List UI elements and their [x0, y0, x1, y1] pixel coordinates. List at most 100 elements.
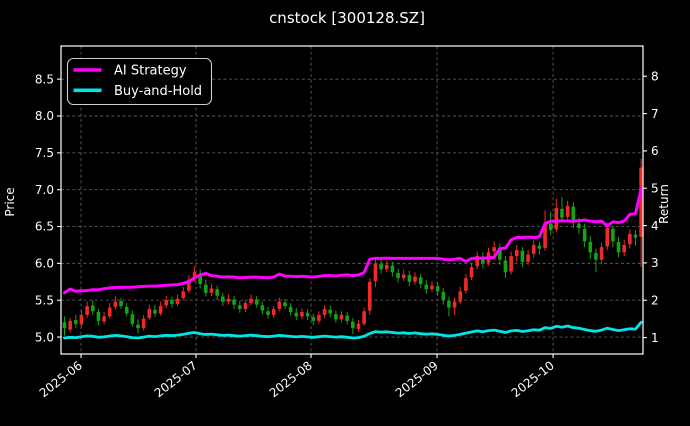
candle-body	[130, 314, 135, 324]
candle-body	[424, 284, 429, 290]
candle-body	[90, 305, 95, 312]
left-tick-label: 7.0	[35, 183, 54, 197]
legend-label-buy-and-hold: Buy-and-Hold	[114, 84, 202, 99]
candle-body	[475, 256, 479, 267]
candle-body	[96, 312, 101, 321]
candle-body	[322, 309, 327, 315]
candle-body	[413, 276, 417, 282]
candle-body	[430, 285, 434, 290]
candle-body	[254, 299, 259, 305]
candle-body	[317, 314, 321, 321]
plot-border	[60, 45, 644, 355]
y-axis-label-left: Price	[3, 187, 17, 216]
right-tick-label: 7	[651, 107, 659, 121]
right-tick-label: 4	[651, 219, 659, 233]
candle-body	[209, 288, 214, 293]
candle-body	[628, 233, 632, 245]
candle-body	[147, 309, 152, 318]
candle-body	[588, 242, 593, 253]
candle-body	[198, 273, 202, 284]
candle-body	[503, 260, 508, 273]
candle-body	[249, 298, 253, 304]
candle-body	[379, 264, 383, 270]
left-tick-label: 5.5	[35, 293, 54, 307]
candle-body	[492, 247, 496, 252]
candle-body	[351, 321, 355, 329]
chart-title: cnstock [300128.SZ]	[269, 9, 425, 27]
candle-body	[390, 265, 395, 273]
right-tick-label: 6	[651, 144, 659, 158]
candle-body	[311, 317, 316, 321]
left-tick-label: 6.5	[35, 220, 54, 234]
candle-body	[498, 247, 502, 260]
candle-body	[153, 309, 157, 314]
candle-body	[384, 264, 389, 270]
candle-body	[339, 314, 344, 320]
candle-body	[68, 320, 72, 330]
candle-body	[107, 307, 112, 317]
candle-body	[611, 228, 615, 242]
candle-body	[605, 228, 610, 247]
candle-body	[141, 318, 146, 329]
candle-body	[481, 256, 485, 264]
plot-content	[62, 158, 643, 340]
candle-body	[560, 208, 564, 218]
candle-body	[582, 228, 587, 242]
bottom-tick-label: 2025-09	[393, 358, 441, 400]
left-tick-label: 5.0	[35, 330, 54, 344]
candle-body	[288, 306, 293, 312]
candle-body	[283, 302, 287, 307]
candle-body	[554, 208, 559, 230]
candle-body	[577, 223, 581, 228]
candle-body	[294, 312, 299, 317]
candle-body	[469, 267, 474, 278]
right-tick-label: 5	[651, 181, 659, 195]
candle-body	[401, 274, 406, 279]
buy-and-hold-line	[63, 320, 643, 340]
candle-body	[565, 205, 570, 217]
candle-body	[537, 245, 542, 249]
legend-box	[66, 57, 213, 106]
candle-body	[136, 324, 140, 329]
candle-body	[181, 291, 186, 298]
candle-body	[543, 222, 547, 248]
candle-body	[418, 277, 423, 284]
candle-body	[458, 291, 463, 302]
bottom-tick-label: 2025-08	[267, 358, 315, 400]
candle-body	[62, 322, 67, 329]
candle-body	[164, 300, 169, 306]
candle-body	[187, 279, 191, 291]
candle-body	[300, 312, 304, 317]
left-tick-label: 8.5	[35, 72, 54, 86]
candle-body	[362, 311, 366, 324]
legend-label-ai-strategy: AI Strategy	[114, 64, 187, 79]
candlesticks	[62, 158, 643, 336]
candle-body	[328, 309, 333, 314]
candle-body	[204, 284, 208, 293]
candle-body	[192, 272, 197, 279]
candle-body	[520, 250, 525, 262]
candle-body	[124, 306, 129, 314]
candle-body	[113, 301, 118, 307]
candle-body	[396, 272, 400, 279]
candle-body	[633, 234, 638, 238]
candle-body	[441, 292, 446, 301]
candle-body	[464, 278, 468, 291]
candle-body	[639, 167, 643, 237]
legend: AI Strategy Buy-and-Hold	[66, 57, 213, 106]
right-tick-label: 3	[651, 256, 659, 270]
candle-body	[334, 314, 338, 320]
candle-body	[526, 254, 530, 262]
candle-body	[571, 206, 576, 223]
candle-body	[367, 281, 372, 311]
candle-body	[435, 286, 440, 292]
candle-body	[373, 263, 378, 282]
right-tick-label: 1	[651, 331, 659, 345]
candle-body	[345, 315, 349, 321]
candle-body	[232, 299, 236, 305]
candle-body	[175, 298, 180, 304]
candle-body	[622, 244, 626, 253]
right-tick-label: 8	[651, 69, 659, 83]
candle-body	[215, 289, 219, 296]
